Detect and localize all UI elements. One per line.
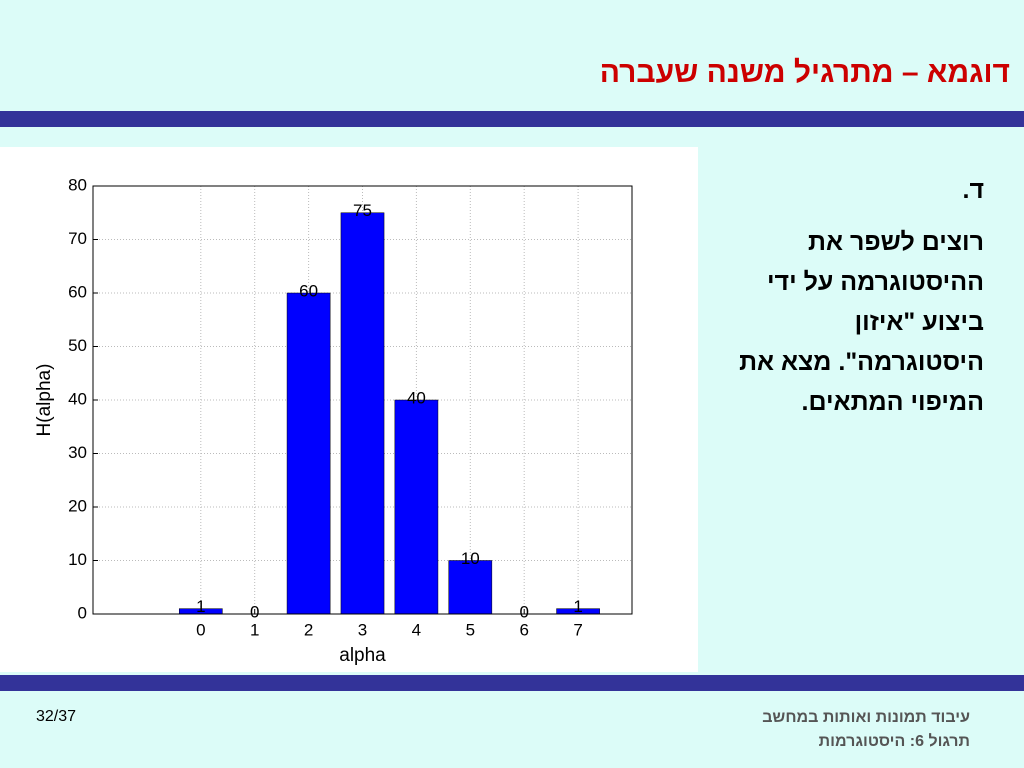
body-line: היסטוגרמה". מצא את: [739, 348, 984, 376]
y-tick-label: 40: [68, 389, 87, 408]
x-tick-label: 0: [196, 620, 205, 639]
course-name: עיבוד תמונות ואותות במחשב: [762, 709, 970, 726]
bar: [286, 292, 331, 615]
y-axis-label: H(alpha): [34, 364, 55, 437]
header-band: [0, 111, 1024, 127]
y-tick-label: 50: [68, 336, 87, 355]
lesson-name: תרגול 6: היסטוגרמות: [818, 733, 970, 750]
data-label: 75: [353, 201, 372, 220]
x-tick-label: 6: [519, 620, 528, 639]
bar: [448, 560, 493, 615]
data-label: 10: [461, 549, 480, 568]
y-tick-label: 60: [68, 282, 87, 301]
y-tick-label: 30: [68, 443, 87, 462]
footer-text: עיבוד תמונות ואותות במחשב תרגול 6: היסטו…: [762, 706, 970, 754]
data-label: 0: [519, 602, 528, 621]
x-axis-label: alpha: [339, 645, 386, 666]
data-label: 1: [196, 597, 205, 616]
bar: [340, 212, 385, 615]
y-tick-label: 80: [68, 175, 87, 194]
x-tick-label: 1: [250, 620, 259, 639]
body-text: ד. רוצים לשפר את ההיסטוגרמה על ידי ביצוע "…: [654, 170, 984, 422]
y-tick-label: 70: [68, 229, 87, 248]
x-tick-label: 4: [412, 620, 421, 639]
y-tick-label: 10: [68, 550, 87, 569]
data-label: 60: [299, 281, 318, 300]
data-label: 1: [573, 597, 582, 616]
x-tick-label: 5: [466, 620, 475, 639]
slide-title: דוגמא – מתרגיל משנה שעברה: [599, 56, 1010, 89]
body-line: רוצים לשפר את: [808, 228, 984, 256]
page-number: 32/37: [36, 708, 77, 725]
x-tick-label: 3: [358, 620, 367, 639]
item-label: ד.: [962, 176, 985, 204]
x-tick-label: 2: [304, 620, 313, 639]
chart-panel: 0 10 20 30 40 50 60 70 80 0 1 2 3 4 5 6 7 1 0 60 75 40 10 0 1 alp…: [0, 147, 698, 672]
y-tick-label: 20: [68, 496, 87, 515]
footer-band: [0, 675, 1024, 691]
bar: [394, 399, 439, 615]
plot-frame: [92, 185, 633, 615]
body-line: ביצוע "איזון: [854, 308, 984, 336]
data-label: 40: [407, 388, 426, 407]
data-label: 0: [250, 602, 259, 621]
body-line: ההיסטוגרמה על ידי: [767, 268, 984, 296]
y-tick-label: 0: [78, 603, 87, 622]
x-tick-label: 7: [573, 620, 582, 639]
body-line: המיפוי המתאים.: [801, 388, 984, 416]
